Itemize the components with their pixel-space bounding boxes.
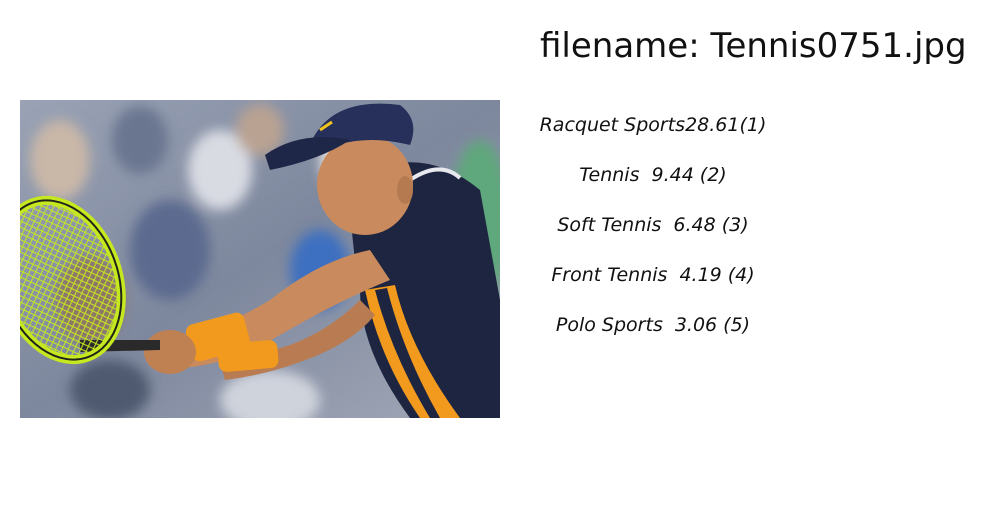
prediction-label: Tennis bbox=[579, 164, 640, 186]
prediction-score: 9.44 bbox=[651, 164, 694, 186]
prediction-item: Soft Tennis 6.48 (3) bbox=[540, 200, 766, 250]
prediction-label: Soft Tennis bbox=[557, 214, 662, 236]
prediction-item: Tennis 9.44 (2) bbox=[540, 150, 766, 200]
prediction-rank: (5) bbox=[723, 314, 751, 336]
prediction-rank: (4) bbox=[727, 264, 755, 286]
prediction-label: Polo Sports bbox=[555, 314, 663, 336]
prediction-score: 28.61 bbox=[685, 114, 740, 136]
prediction-label: Racquet Sports bbox=[539, 114, 686, 136]
filename-title: filename: Tennis0751.jpg bbox=[540, 26, 967, 66]
prediction-rank: (1) bbox=[739, 114, 767, 136]
prediction-list: Racquet Sports 28.61 (1) Tennis 9.44 (2) Sof… bbox=[539, 100, 767, 350]
prediction-item: Front Tennis 4.19 (4) bbox=[540, 250, 766, 300]
prediction-label: Front Tennis bbox=[551, 264, 668, 286]
prediction-rank: (2) bbox=[699, 164, 727, 186]
prediction-score: 4.19 bbox=[679, 264, 722, 286]
prediction-score: 6.48 bbox=[673, 214, 716, 236]
prediction-item: Racquet Sports 28.61 (1) bbox=[539, 100, 767, 150]
prediction-rank: (3) bbox=[721, 214, 749, 236]
prediction-score: 3.06 bbox=[674, 314, 718, 336]
prediction-item: Polo Sports 3.06 (5) bbox=[540, 300, 766, 350]
tennis-player-photo bbox=[20, 100, 500, 418]
